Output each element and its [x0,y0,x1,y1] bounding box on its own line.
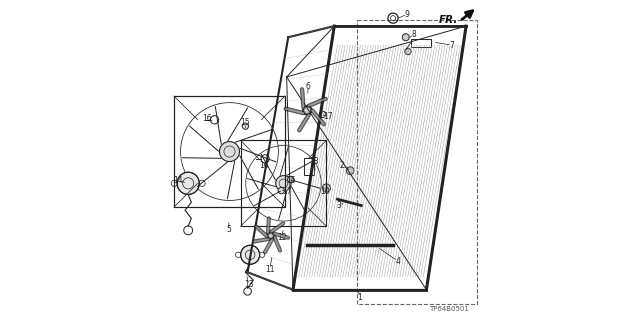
Text: 11: 11 [265,264,275,274]
Text: 1: 1 [357,293,362,302]
Text: 17: 17 [282,187,291,196]
Text: TP64B0501: TP64B0501 [429,306,468,312]
Bar [241,140,326,226]
Text: 10: 10 [320,187,330,196]
Text: 14: 14 [173,176,182,185]
Text: 5: 5 [227,225,231,234]
Circle shape [287,176,294,183]
Text: 12: 12 [277,233,287,242]
Text: 7: 7 [449,41,454,50]
Bar [304,158,314,175]
Circle shape [177,172,199,195]
Circle shape [220,142,239,161]
Text: 4: 4 [396,257,400,266]
Text: 15: 15 [241,118,250,128]
Circle shape [319,111,326,118]
Circle shape [242,123,248,129]
Text: 9: 9 [405,10,410,19]
Text: 3: 3 [337,201,342,210]
Text: FR.: FR. [439,15,458,25]
Text: 13: 13 [244,280,253,289]
Text: 15: 15 [287,176,296,185]
Text: 6: 6 [305,82,310,91]
Circle shape [403,34,409,41]
Bar [356,20,477,304]
Circle shape [405,48,411,55]
Circle shape [241,245,260,264]
Circle shape [346,167,354,174]
Circle shape [268,232,275,239]
Text: 8: 8 [412,30,416,39]
Text: 18: 18 [309,157,318,166]
Circle shape [278,188,284,194]
Text: 16: 16 [260,161,269,170]
Circle shape [303,106,312,115]
Text: 2: 2 [340,161,344,170]
Circle shape [276,175,291,191]
Circle shape [322,184,330,192]
Text: 17: 17 [323,112,333,121]
Bar [410,39,431,47]
Text: 16: 16 [202,114,212,123]
Bar [174,96,285,207]
